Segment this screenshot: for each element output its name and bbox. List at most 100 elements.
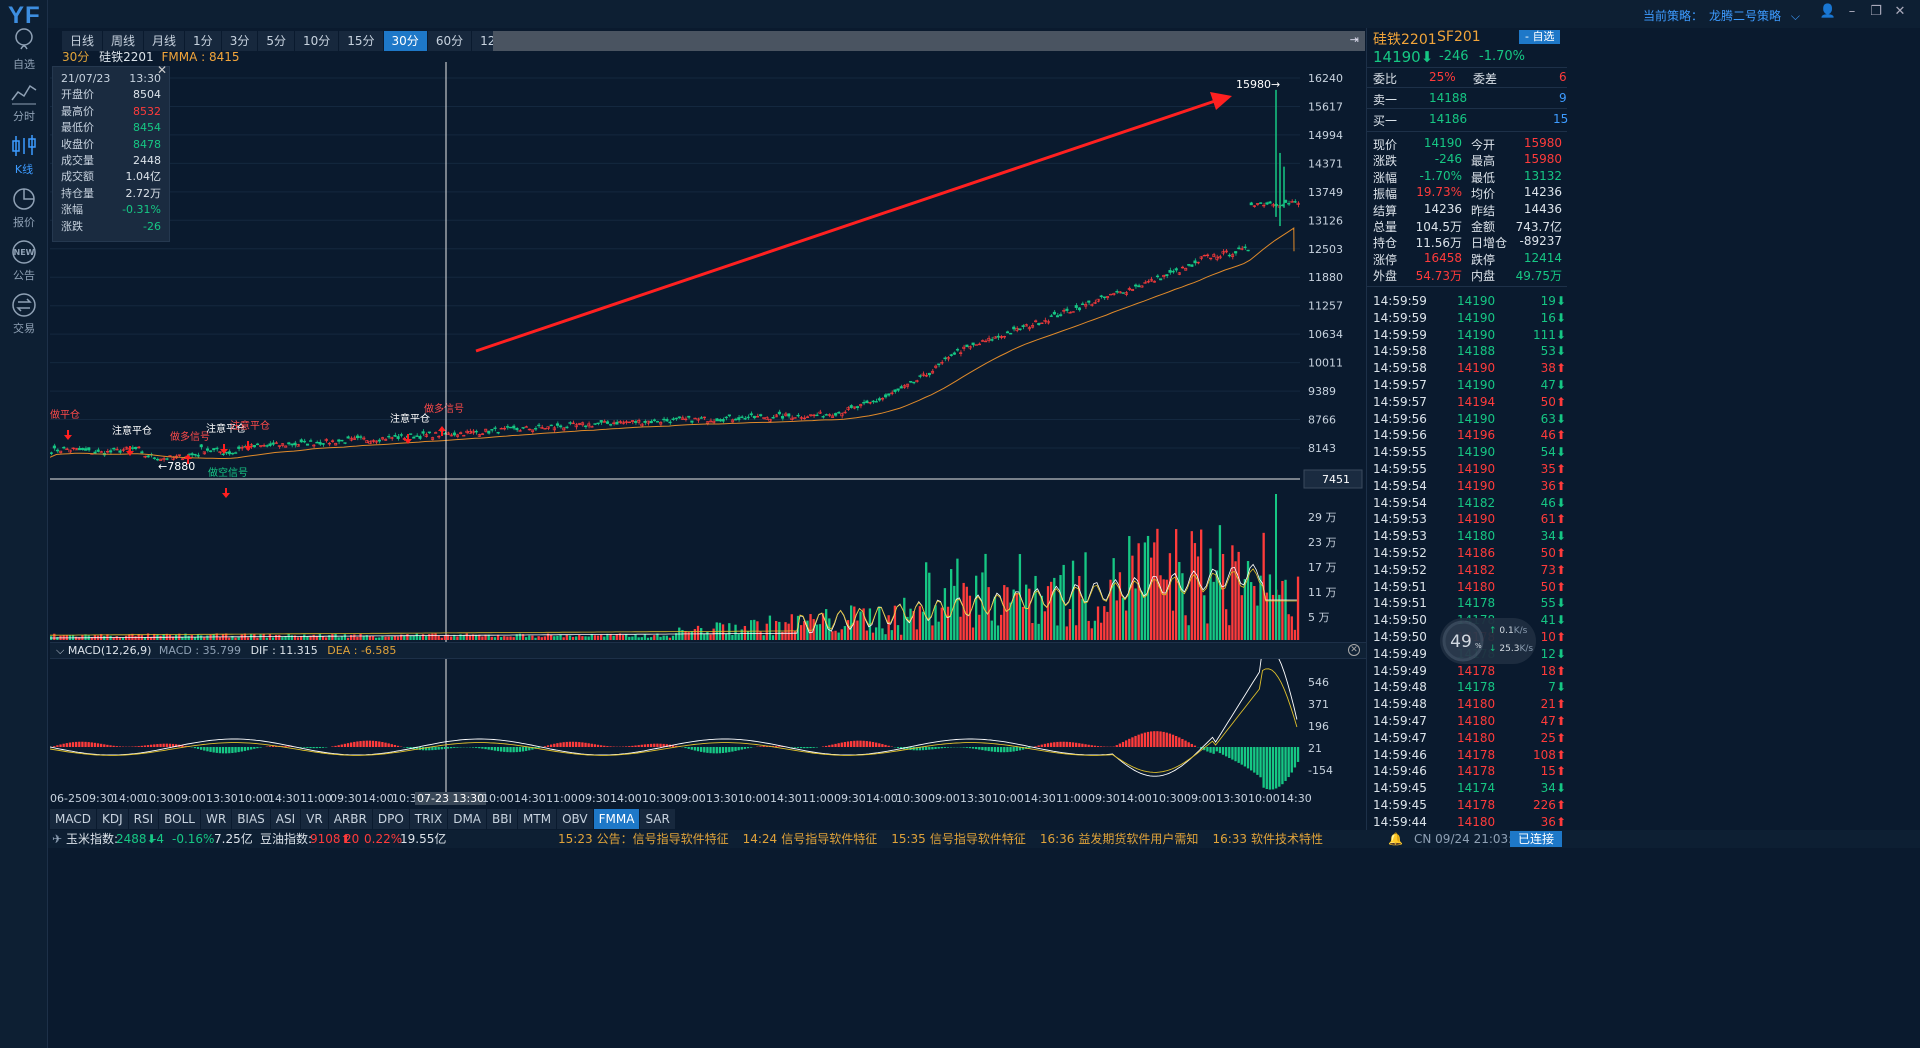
tick-price: 14178 — [1457, 680, 1496, 695]
info-row: 最高价 8532 — [53, 104, 169, 120]
tick-volume-value: 108 — [1533, 747, 1556, 762]
timeframe-button[interactable]: 10分 — [295, 31, 340, 51]
indicator-tab[interactable]: KDJ — [97, 809, 129, 829]
tick-time: 14:59:46 — [1373, 764, 1427, 779]
nav-item-quote[interactable]: 报价 — [0, 186, 48, 246]
news-item[interactable]: 16:33 软件技术特性 — [1212, 832, 1323, 846]
tick-volume-value: 47 — [1540, 378, 1556, 392]
buy1-volume: 15 — [1553, 112, 1569, 126]
info-value: 1.04亿 — [125, 170, 162, 184]
news-item[interactable]: 15:23 公告：信号指导软件特征 — [558, 832, 729, 846]
indicator-tab[interactable]: FMMA — [593, 809, 641, 829]
tick-time: 14:59:48 — [1373, 680, 1427, 695]
news-item[interactable]: 14:24 信号指导软件特征 — [743, 832, 878, 846]
stat-label: 跌停 — [1471, 252, 1496, 267]
close-button[interactable]: ✕ — [1894, 4, 1906, 19]
price-tick: 13126 — [1308, 214, 1343, 227]
indicator-tab[interactable]: ASI — [271, 809, 302, 829]
indicator-tab[interactable]: BIAS — [232, 809, 271, 829]
strategy-label: 当前策略： — [1643, 9, 1704, 23]
indicator-tab[interactable]: MACD — [50, 809, 97, 829]
tick-volume-value: 226 — [1533, 798, 1556, 812]
pin-icon[interactable]: ✈ — [52, 832, 63, 846]
indicator-tab[interactable]: SAR — [640, 809, 676, 829]
price-tick: 11257 — [1308, 300, 1343, 313]
indicator-tab[interactable]: DPO — [373, 809, 410, 829]
volume-tick: 5 万 — [1308, 611, 1330, 624]
indicator-tab[interactable]: TRIX — [410, 809, 449, 829]
timeframe-button[interactable]: 月线 — [144, 31, 186, 51]
tick-volume: 47⬆ — [1541, 714, 1566, 728]
info-value: -26 — [143, 219, 161, 233]
up-arrow-icon: ⬆ — [1555, 394, 1566, 409]
nav-item-kline[interactable]: K线 — [0, 133, 48, 193]
tick-volume: 36⬆ — [1541, 815, 1566, 829]
strategy-selector[interactable]: 当前策略： 龙腾二号策略 ⌵ — [1643, 7, 1800, 24]
tick-price: 14178 — [1457, 764, 1496, 779]
info-row: 最低价 8454 — [53, 120, 169, 136]
nav-label: 报价 — [13, 216, 35, 229]
tick-volume-value: 18 — [1540, 663, 1556, 678]
connection-status[interactable]: 已连接 — [1510, 831, 1563, 847]
down-arrow-icon: ⬇ — [1555, 613, 1566, 628]
info-row: 收盘价 8478 — [53, 137, 169, 153]
nav-item-notice[interactable]: NEW 公告 — [0, 239, 48, 299]
tick-volume-value: 10 — [1540, 630, 1556, 644]
tick-volume-value: 50 — [1540, 579, 1556, 594]
restore-button[interactable]: ❐ — [1870, 4, 1882, 19]
stat-label: 持仓 — [1373, 236, 1398, 251]
timeframe-button[interactable]: 3分 — [222, 31, 259, 51]
timeframe-button[interactable]: 60分 — [428, 31, 473, 51]
kline-chart[interactable]: 16240 15617 14994 14371 13749 13126 12503 11880… — [50, 62, 1366, 810]
timeframe-button[interactable]: 周线 — [103, 31, 145, 51]
time-tick: 14:00 — [610, 792, 642, 805]
stat-value: 16458 — [1423, 250, 1462, 265]
minimize-button[interactable]: – — [1848, 4, 1856, 19]
tick-volume: 19⬇ — [1541, 294, 1566, 308]
time-tick: 13:30 — [1216, 792, 1248, 805]
indicator-tab[interactable]: MTM — [518, 809, 558, 829]
close-icon[interactable]: ✕ — [156, 63, 167, 77]
indicator-tab[interactable]: BOLL — [159, 809, 201, 829]
indicator-tab[interactable]: BBI — [487, 809, 519, 829]
timeframe-button[interactable]: 日线 — [62, 31, 104, 51]
indicator-tab[interactable]: RSI — [129, 809, 160, 829]
news-time: 15:23 — [558, 832, 593, 846]
nav-item-timeshare[interactable]: 分时 — [0, 80, 48, 140]
tick-time: 14:59:59 — [1373, 294, 1427, 308]
indicator-tab[interactable]: OBV — [557, 809, 594, 829]
up-arrow-icon: ⬆ — [1555, 512, 1566, 527]
stat-label: 涨幅 — [1373, 170, 1398, 185]
timeframe-button[interactable]: 30分 — [383, 31, 428, 51]
chevron-down-icon[interactable]: ⌵ — [56, 644, 65, 657]
index1-amount: 7.25亿 — [214, 832, 253, 846]
time-tick: 13:30 — [960, 792, 992, 805]
indicator-tab[interactable]: DMA — [448, 809, 488, 829]
down-arrow-icon: ⬇ — [1555, 445, 1566, 460]
symbol-label: 硅铁2201 — [99, 50, 154, 64]
indicator-tab[interactable]: ARBR — [329, 809, 373, 829]
news-item[interactable]: 16:36 益发期货软件用户需知 — [1040, 832, 1199, 846]
nav-item-watchlist[interactable]: 自选 — [0, 26, 48, 86]
close-icon[interactable]: ✕ — [1348, 644, 1360, 656]
tick-volume-value: 73 — [1540, 562, 1556, 577]
nav-item-trade[interactable]: 交易 — [0, 292, 48, 352]
timeframe-button[interactable]: 1分 — [185, 31, 222, 51]
info-key: 开盘价 — [61, 88, 94, 102]
collapse-icon[interactable]: ⇥ — [1349, 33, 1359, 46]
indicator-tab[interactable]: WR — [201, 809, 233, 829]
info-value: 8504 — [133, 88, 161, 102]
account-icon[interactable]: 👤 — [1819, 4, 1837, 19]
bell-icon[interactable]: 🔔 — [1388, 832, 1403, 846]
timeframe-button[interactable]: 5分 — [258, 31, 295, 51]
news-item[interactable]: 15:35 信号指导软件特征 — [891, 832, 1026, 846]
title-bar: 当前策略： 龙腾二号策略 ⌵ 👤 – ❐ ✕ — [48, 0, 1920, 28]
info-key: 最高价 — [61, 104, 94, 118]
up-arrow-icon: ⬆ — [1555, 714, 1566, 728]
indicator-tab[interactable]: VR — [301, 809, 329, 829]
tick-volume-value: 34 — [1540, 781, 1556, 796]
timeframe-button[interactable]: 15分 — [339, 31, 384, 51]
time-tick: 11:00 — [802, 792, 834, 805]
add-watchlist-button[interactable]: - 自选 — [1519, 30, 1561, 44]
download-speed: ↓ 25.3K/s — [1489, 644, 1534, 654]
